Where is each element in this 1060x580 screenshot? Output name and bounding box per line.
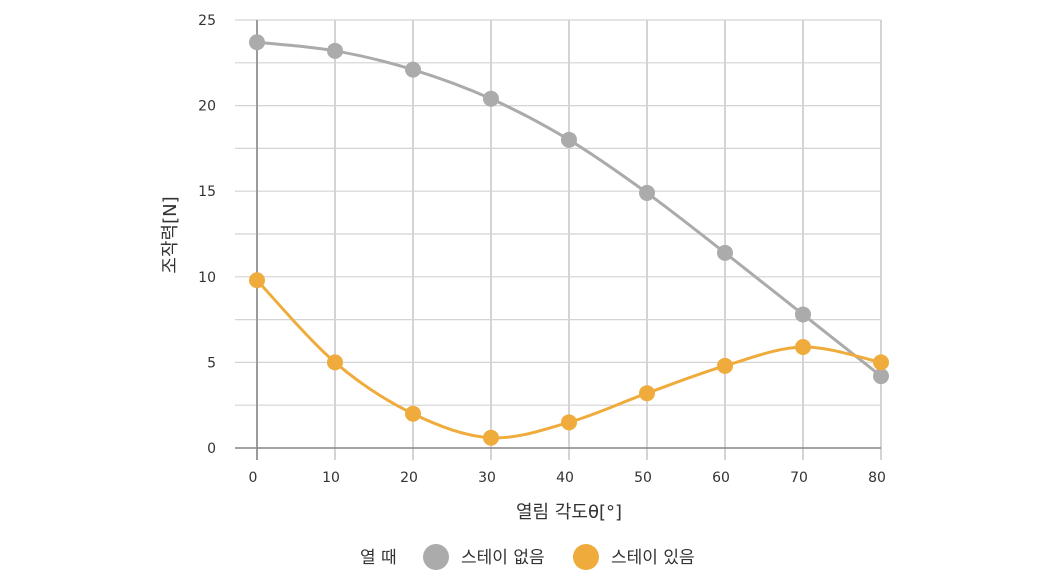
x-axis-ticks: 0 10 20 30 40 50 60 70 80 [249,470,886,486]
data-point-series-0 [561,131,577,148]
data-point-series-0 [327,42,343,59]
data-point-series-0 [873,368,889,385]
legend-title: 열 때 [360,548,397,568]
data-point-series-1 [327,354,343,371]
x-tick-label: 30 [478,470,496,486]
y-tick-label: 5 [207,355,216,371]
data-point-series-1 [405,405,421,422]
x-tick-label: 80 [868,470,886,486]
data-point-series-1 [795,338,811,355]
data-point-series-0 [795,306,811,323]
data-point-series-1 [561,414,577,431]
y-tick-label: 10 [198,270,216,286]
x-tick-label: 50 [634,470,652,486]
data-point-series-0 [405,61,421,78]
y-axis-title: 조작력[N] [160,196,181,273]
data-point-series-1 [639,385,655,402]
x-tick-label: 60 [712,470,730,486]
y-tick-label: 15 [198,184,216,200]
x-tick-label: 40 [556,470,574,486]
y-tick-label: 25 [198,13,216,29]
legend-label-series-0: 스테이 없음 [461,548,545,568]
data-point-series-0 [639,184,655,201]
legend-label-series-1: 스테이 있음 [611,548,695,568]
data-point-series-1 [717,357,733,374]
data-point-series-1 [483,429,499,446]
y-tick-label: 0 [207,441,216,457]
x-tick-label: 0 [249,470,258,486]
series-layer [249,34,889,446]
data-point-series-0 [249,34,265,51]
x-tick-label: 20 [400,470,418,486]
x-axis-title: 열림 각도θ[°] [516,502,622,523]
grid [235,19,882,460]
legend: 열 때 스테이 없음 스테이 있음 [360,544,695,570]
data-point-series-1 [873,354,889,371]
data-point-series-0 [717,244,733,261]
legend-marker-series-0 [423,544,449,570]
data-point-series-1 [249,272,265,289]
legend-marker-series-1 [573,544,599,570]
x-tick-label: 10 [322,470,340,486]
y-tick-label: 20 [198,99,216,115]
x-tick-label: 70 [790,470,808,486]
data-point-series-0 [483,90,499,107]
y-axis-ticks: 0 5 10 15 20 25 [198,13,216,457]
